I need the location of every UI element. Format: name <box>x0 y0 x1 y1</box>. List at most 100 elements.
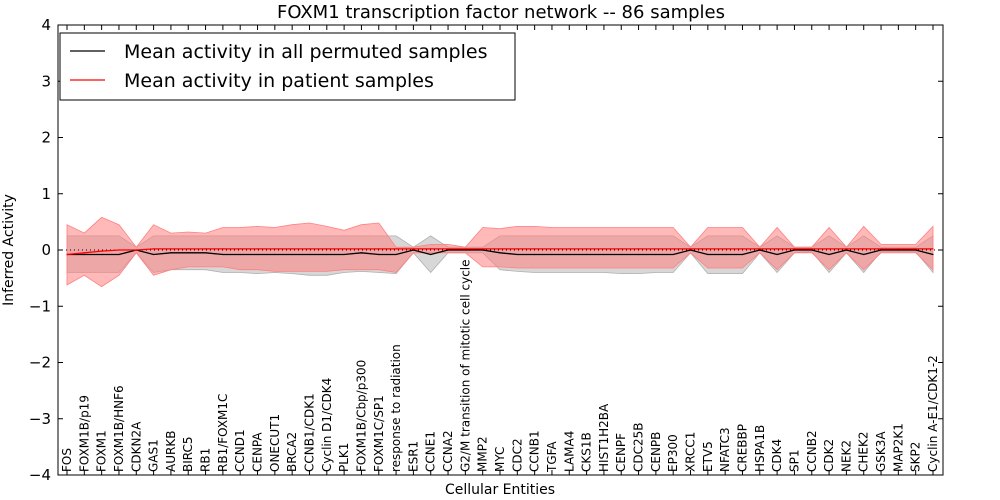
x-tick-label: CCNA2 <box>441 430 455 472</box>
series-1-point <box>828 248 830 250</box>
x-tick-label: CHEK2 <box>857 432 871 473</box>
x-tick-label: CDK2 <box>822 439 836 472</box>
x-tick-label: EP300 <box>666 434 680 472</box>
series-0-point <box>83 253 85 256</box>
x-tick-label: FOXM1C/SP1 <box>372 395 386 472</box>
x-tick-label: TGFA <box>545 441 559 473</box>
series-1-point <box>83 252 85 254</box>
series-0-point <box>828 253 830 256</box>
series-0-point <box>741 253 744 256</box>
x-tick-label: response to radiation <box>389 344 403 472</box>
series-0-point <box>793 249 796 251</box>
series-0-point <box>447 249 449 251</box>
series-0-point <box>811 249 813 251</box>
series-1-point <box>204 248 207 250</box>
x-tick-label: FOXM1B/HNF6 <box>112 385 126 472</box>
series-1-point <box>672 248 674 250</box>
series-1-point <box>897 248 899 250</box>
y-tick-label: 0 <box>41 241 51 259</box>
series-1-point <box>724 248 726 250</box>
series-1-point <box>811 248 813 250</box>
x-tick-label: ETV5 <box>701 441 715 472</box>
series-1-point <box>343 248 345 250</box>
series-0-point <box>274 253 276 256</box>
series-0-point <box>118 253 120 256</box>
series-0-point <box>655 253 657 256</box>
series-0-point <box>170 252 172 254</box>
series-1-point <box>187 248 189 250</box>
x-tick-label: GAS1 <box>147 439 161 472</box>
series-1-point <box>256 248 259 250</box>
series-0-point <box>932 253 934 256</box>
series-1-point <box>430 248 432 250</box>
series-1-point <box>551 248 553 250</box>
x-tick-label: HSPA1B <box>753 425 767 472</box>
x-tick-label: CDKN2A <box>129 421 143 472</box>
series-0-point <box>395 253 397 256</box>
series-1-point <box>793 248 796 250</box>
series-1-point <box>915 248 917 250</box>
series-0-point <box>915 249 917 251</box>
series-0-point <box>464 249 466 251</box>
series-1-point <box>274 248 276 250</box>
x-tick-label: CCNB1/CDK1 <box>303 393 317 472</box>
series-1-point <box>637 248 640 250</box>
series-0-point <box>880 249 882 251</box>
series-0-point <box>482 249 484 251</box>
series-0-point <box>378 253 380 256</box>
series-1-point <box>689 248 692 250</box>
x-tick-label: FOXM1B/p19 <box>77 395 91 472</box>
series-1-point <box>170 248 172 250</box>
series-0-point <box>637 253 640 256</box>
series-1-point <box>586 248 588 250</box>
series-1-point <box>378 248 380 250</box>
x-tick-label: MYC <box>493 447 507 472</box>
x-tick-label: PLK1 <box>337 443 351 472</box>
series-0-point <box>187 252 189 254</box>
x-tick-label: SP1 <box>787 450 801 473</box>
x-tick-label: FOXM1B/Cbp/p300 <box>354 360 368 472</box>
x-tick-label: AURKB <box>164 431 178 472</box>
x-tick-label: NFATC3 <box>718 427 732 472</box>
x-tick-label: XRCC1 <box>684 432 698 472</box>
series-0-point <box>707 253 709 256</box>
series-0-point <box>222 253 224 256</box>
series-1-point <box>395 248 397 250</box>
series-1-point <box>759 248 761 250</box>
series-1-point <box>308 248 311 250</box>
x-tick-label: LAMA4 <box>562 431 576 472</box>
x-tick-label: CDC25B <box>632 423 646 473</box>
x-tick-label: FOS <box>60 448 74 472</box>
legend-label-patient: Mean activity in patient samples <box>124 70 434 92</box>
x-tick-label: CKS1B <box>580 432 594 472</box>
x-tick-label: CREBBP <box>736 424 750 472</box>
x-tick-label: G2/M transition of mitotic cell cycle <box>458 259 472 472</box>
series-0-point <box>897 249 899 251</box>
series-1-point <box>222 248 224 250</box>
series-0-point <box>534 253 536 256</box>
x-tick-label: CENPF <box>614 433 628 472</box>
x-tick-label: Cyclin A-E1/CDK1-2 <box>926 355 940 472</box>
y-tick-label: 4 <box>41 16 51 34</box>
series-0-point <box>516 253 518 256</box>
series-1-point <box>776 248 778 250</box>
legend-label-permuted: Mean activity in all permuted samples <box>124 41 487 63</box>
series-1-point <box>118 249 120 251</box>
y-tick-label: 2 <box>41 129 51 147</box>
series-0-point <box>689 249 692 251</box>
series-0-point <box>620 253 622 256</box>
series-1-point <box>534 248 536 250</box>
series-1-point <box>291 248 293 250</box>
x-tick-label: MAP2K1 <box>891 423 905 472</box>
series-0-point <box>239 253 241 256</box>
legend: Mean activity in all permuted samples Me… <box>59 32 516 101</box>
series-0-point <box>326 253 328 256</box>
series-1-point <box>707 248 709 250</box>
series-1-range-band <box>66 216 934 288</box>
x-tick-label: ESR1 <box>406 441 420 472</box>
series-0-point <box>499 252 501 254</box>
y-tick-label: −3 <box>29 410 51 428</box>
x-tick-label: NEK2 <box>839 440 853 472</box>
series-0-point <box>759 249 761 251</box>
